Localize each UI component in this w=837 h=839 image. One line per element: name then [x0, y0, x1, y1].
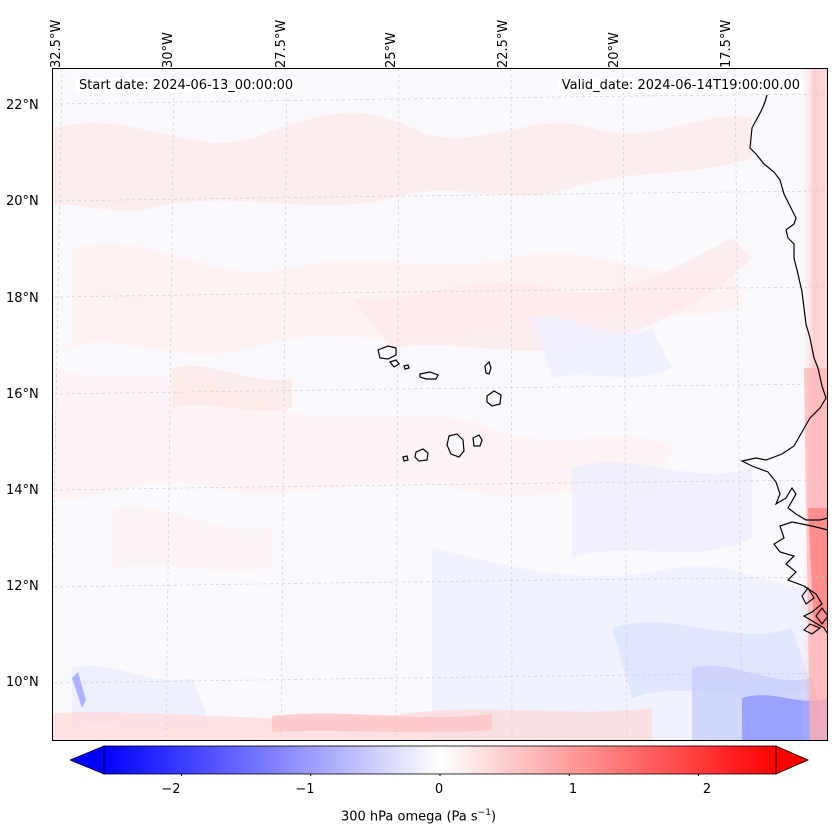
omega-field [52, 68, 828, 741]
lon-label-20w: 20°W [607, 32, 622, 68]
colorbar-extend-low [70, 745, 105, 775]
map-panel[interactable] [52, 68, 828, 741]
colorbar-tick-label: −1 [295, 782, 315, 797]
island-sao-nicolau [419, 371, 439, 380]
colorbar-title: 300 hPa omega (Pa s−1) [340, 808, 497, 825]
island-brava [402, 455, 409, 462]
lon-label-25w: 25°W [384, 32, 399, 68]
island-maio [472, 434, 483, 447]
lon-label-22-5w: 22.5°W [496, 19, 511, 68]
graticule [52, 68, 828, 741]
island-santa-luzia [403, 364, 410, 370]
lat-label-20n: 20°N [6, 194, 39, 209]
colorbar-tick-label: 1 [568, 782, 578, 797]
island-sao-vicente [388, 359, 400, 368]
lat-label-14n: 14°N [6, 483, 39, 498]
island-sal [484, 360, 492, 375]
africa-coastline-south [773, 521, 828, 635]
colorbar-tick-label: 2 [702, 782, 712, 797]
west-africa-estuary-islands [801, 587, 828, 635]
africa-coastline [740, 94, 828, 521]
lat-label-18n: 18°N [6, 291, 39, 306]
colorbar-body [103, 745, 777, 775]
lat-label-10n: 10°N [6, 675, 39, 690]
lon-label-32-5w: 32.5°W [49, 19, 64, 68]
colorbar [70, 745, 809, 776]
island-fogo [414, 448, 429, 462]
cape-verde-islands [377, 345, 502, 462]
start-date-label: Start date: 2024-06-13_00:00:00 [76, 78, 297, 93]
island-santo-antao [377, 345, 397, 360]
colorbar-extend-high [775, 745, 809, 775]
colorbar-tick-label: −2 [161, 782, 181, 797]
lon-label-17-5w: 17.5°W [719, 19, 734, 68]
lat-label-22n: 22°N [6, 98, 39, 113]
lon-label-27-5w: 27.5°W [274, 19, 289, 68]
island-boa-vista [486, 390, 502, 407]
island-santiago [446, 433, 465, 458]
lat-label-12n: 12°N [6, 579, 39, 594]
colorbar-tick-label: 0 [434, 782, 444, 797]
lon-label-30w: 30°W [161, 32, 176, 68]
valid-date-label: Valid_date: 2024-06-14T19:00:00.00 [558, 78, 803, 93]
lat-label-16n: 16°N [6, 387, 39, 402]
map-frame [52, 68, 828, 741]
